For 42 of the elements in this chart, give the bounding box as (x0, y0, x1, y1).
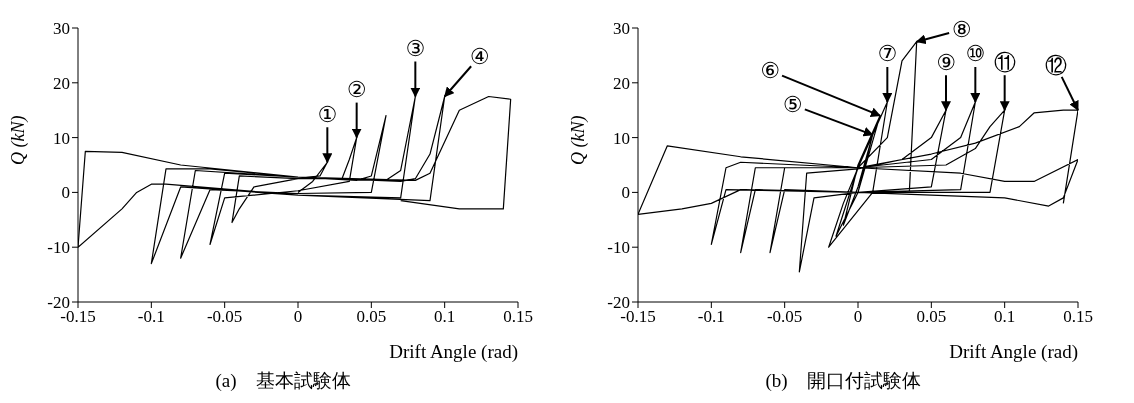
annotation: ⑨ (936, 49, 956, 75)
y-tick-label: -10 (607, 238, 630, 258)
annotation: ⑫ (1045, 52, 1067, 78)
x-tick-label: 0 (853, 307, 863, 327)
y-tick-label: -10 (47, 238, 70, 258)
annotation: ⑪ (993, 49, 1016, 75)
annotation: ⑤ (782, 92, 803, 118)
x-tick-label: 0.05 (916, 307, 947, 327)
x-axis-title: Drift Angle (rad) (389, 341, 518, 363)
text: (b) 開口付試験体 (764, 369, 922, 393)
y-tick-label: 20 (53, 73, 70, 93)
x-tick-label: -0.1 (697, 307, 725, 327)
annotation: ② (346, 77, 367, 103)
y-tick-label: 0 (61, 183, 70, 203)
x-tick-label: 0.1 (434, 307, 456, 327)
annotation: ④ (469, 44, 490, 69)
annotation: ⑥ (760, 58, 780, 84)
y-tick-label: 10 (613, 128, 630, 148)
x-tick-label: 0 (293, 307, 303, 327)
text: (a) 基本試験体 (214, 369, 352, 393)
y-tick-label: 30 (613, 19, 630, 39)
annotation: ⑩ (965, 41, 986, 67)
x-tick-label: 0.05 (356, 307, 387, 327)
y-tick-label: 30 (53, 19, 70, 39)
x-axis-title: Drift Angle (rad) (949, 341, 1078, 363)
annotation: ① (317, 101, 338, 127)
x-tick-label: -0.05 (206, 307, 243, 327)
x-tick-label: -0.1 (137, 307, 165, 327)
x-tick-label: 0.1 (994, 307, 1016, 327)
annotation: ⑦ (877, 41, 898, 67)
annotation: ③ (405, 36, 426, 61)
x-tick-label: -0.05 (766, 307, 803, 327)
y-tick-label: 20 (613, 73, 630, 93)
y-axis-title: Q (kN) (568, 115, 590, 165)
x-tick-label: -0.15 (60, 307, 96, 327)
y-tick-label: 0 (621, 183, 630, 203)
y-tick-label: 10 (53, 128, 70, 148)
x-tick-label: 0.15 (503, 307, 533, 327)
x-tick-label: -0.15 (620, 307, 656, 327)
x-tick-label: 0.15 (1063, 307, 1093, 327)
y-axis-title: Q (kN) (8, 115, 30, 165)
annotation: ⑧ (951, 17, 972, 43)
